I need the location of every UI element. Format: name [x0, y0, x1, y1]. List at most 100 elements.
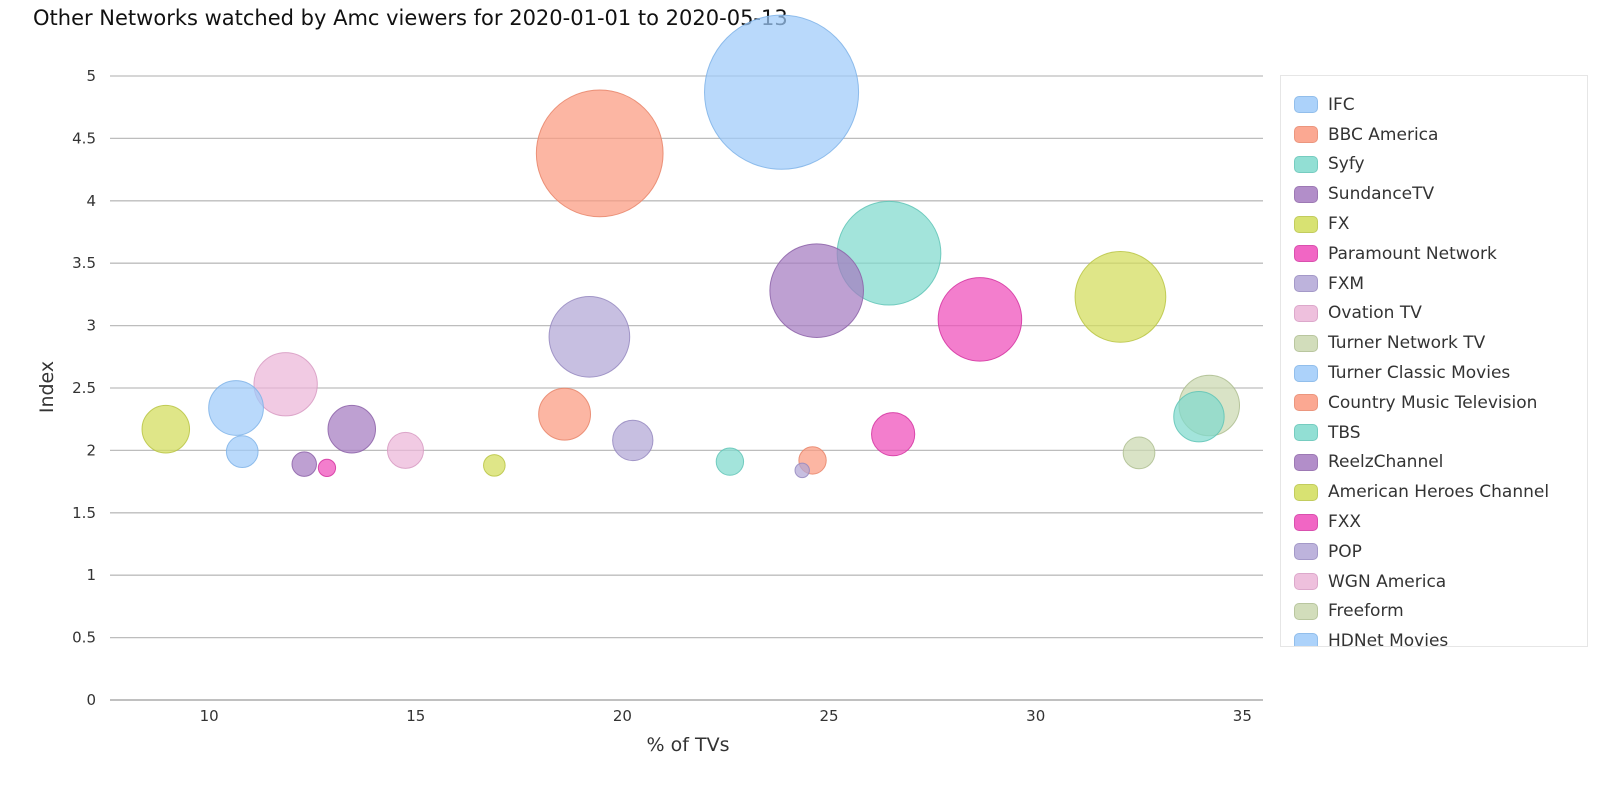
- y-axis-ticks: 0 0.5 1 1.5 2 2.5 3 3.5 4 4.5 5: [72, 67, 96, 709]
- legend-item[interactable]: HDNet Movies: [1281, 626, 1587, 647]
- bubble-point[interactable]: [386, 431, 424, 469]
- y-tick-label: 4: [86, 192, 96, 210]
- legend-item[interactable]: TBS: [1281, 418, 1587, 448]
- legend-swatch: [1294, 364, 1318, 382]
- x-tick-label: 30: [1026, 707, 1045, 725]
- bubble-point[interactable]: [1122, 436, 1156, 470]
- legend-swatch: [1294, 632, 1318, 646]
- bubble-point[interactable]: [225, 435, 259, 468]
- y-tick-label: 4.5: [72, 129, 96, 147]
- legend-item[interactable]: Freeform: [1281, 597, 1587, 627]
- legend-label: TBS: [1328, 422, 1361, 443]
- y-tick-label: 2: [86, 441, 96, 459]
- bubble-point[interactable]: [794, 462, 810, 479]
- bubble-point[interactable]: [1173, 391, 1225, 443]
- chart-title: Other Networks watched by Amc viewers fo…: [33, 6, 788, 30]
- legend-item[interactable]: ReelzChannel: [1281, 448, 1587, 478]
- legend-item[interactable]: Paramount Network: [1281, 239, 1587, 269]
- y-tick-label: 1: [86, 566, 96, 584]
- legend-swatch: [1294, 126, 1318, 144]
- legend-item[interactable]: Turner Network TV: [1281, 328, 1587, 358]
- legend-label: FXM: [1328, 273, 1365, 294]
- legend-label: FX: [1328, 214, 1350, 235]
- legend-item[interactable]: SundanceTV: [1281, 179, 1587, 209]
- legend-swatch: [1294, 543, 1318, 561]
- legend-label: Freeform: [1328, 601, 1404, 622]
- bubble-point[interactable]: [937, 277, 1023, 362]
- gridlines: [110, 75, 1263, 701]
- legend-item[interactable]: IFC: [1281, 90, 1587, 120]
- bubble-point[interactable]: [612, 419, 654, 462]
- legend-label: Paramount Network: [1328, 243, 1497, 264]
- legend-swatch: [1294, 424, 1318, 442]
- legend-item[interactable]: FXX: [1281, 507, 1587, 537]
- legend-label: SundanceTV: [1328, 184, 1435, 205]
- bubble-point[interactable]: [548, 296, 631, 378]
- bubble-point[interactable]: [1074, 251, 1167, 343]
- legend-item[interactable]: FXM: [1281, 269, 1587, 299]
- bubble-point[interactable]: [253, 352, 318, 417]
- bubble-point[interactable]: [327, 404, 377, 454]
- x-axis-title: % of TVs: [647, 734, 730, 756]
- bubble-point[interactable]: [291, 451, 317, 477]
- legend-swatch: [1294, 513, 1318, 531]
- legend-label: HDNet Movies: [1328, 631, 1449, 647]
- bubble-point[interactable]: [715, 447, 745, 476]
- legend-label: IFC: [1328, 94, 1355, 115]
- x-tick-label: 15: [406, 707, 425, 725]
- bubble-point[interactable]: [769, 243, 864, 338]
- x-tick-label: 35: [1233, 707, 1252, 725]
- legend-item[interactable]: FX: [1281, 209, 1587, 239]
- legend-label: Ovation TV: [1328, 303, 1422, 324]
- x-tick-label: 20: [613, 707, 632, 725]
- y-tick-label: 5: [86, 67, 96, 85]
- legend-swatch: [1294, 275, 1318, 293]
- y-tick-label: 2.5: [72, 379, 96, 397]
- legend-swatch: [1294, 602, 1318, 620]
- legend-label: Turner Classic Movies: [1328, 363, 1511, 384]
- legend-swatch: [1294, 96, 1318, 114]
- bubble-point[interactable]: [538, 387, 592, 441]
- legend-label: American Heroes Channel: [1328, 482, 1550, 503]
- legend-swatch: [1294, 394, 1318, 412]
- legend-item[interactable]: Turner Classic Movies: [1281, 358, 1587, 388]
- legend-label: FXX: [1328, 512, 1362, 533]
- legend-swatch: [1294, 483, 1318, 501]
- legend-item[interactable]: POP: [1281, 537, 1587, 567]
- bubble-point[interactable]: [141, 404, 191, 454]
- legend-swatch: [1294, 334, 1318, 352]
- y-tick-label: 0.5: [72, 629, 96, 647]
- bubble-point[interactable]: [208, 380, 264, 436]
- bubble-point[interactable]: [871, 412, 916, 457]
- y-tick-label: 3.5: [72, 254, 96, 272]
- legend-label: Turner Network TV: [1328, 333, 1486, 354]
- legend-swatch: [1294, 573, 1318, 591]
- legend-item[interactable]: Ovation TV: [1281, 299, 1587, 329]
- y-tick-label: 3: [86, 317, 96, 335]
- bubble-point[interactable]: [704, 14, 860, 170]
- bubble-point[interactable]: [535, 89, 664, 218]
- legend-swatch: [1294, 185, 1318, 203]
- legend-swatch: [1294, 304, 1318, 322]
- y-tick-label: 1.5: [72, 504, 96, 522]
- bubbles: [141, 14, 1241, 479]
- legend-item[interactable]: American Heroes Channel: [1281, 477, 1587, 507]
- y-tick-label: 0: [86, 691, 96, 709]
- legend-label: WGN America: [1328, 571, 1447, 592]
- legend-swatch: [1294, 155, 1318, 173]
- legend-item[interactable]: Syfy: [1281, 150, 1587, 180]
- legend: IFC BBC America Syfy SundanceTV FX Paramount …: [1280, 75, 1588, 647]
- bubble-point[interactable]: [483, 454, 506, 477]
- legend-label: POP: [1328, 541, 1362, 562]
- legend-label: ReelzChannel: [1328, 452, 1444, 473]
- legend-label: BBC America: [1328, 124, 1439, 145]
- legend-label: Country Music Television: [1328, 392, 1538, 413]
- legend-swatch: [1294, 245, 1318, 263]
- legend-swatch: [1294, 453, 1318, 471]
- x-tick-label: 25: [820, 707, 839, 725]
- legend-item[interactable]: BBC America: [1281, 120, 1587, 150]
- x-tick-label: 10: [200, 707, 219, 725]
- bubble-point[interactable]: [317, 458, 337, 478]
- legend-item[interactable]: WGN America: [1281, 567, 1587, 597]
- legend-item[interactable]: Country Music Television: [1281, 388, 1587, 418]
